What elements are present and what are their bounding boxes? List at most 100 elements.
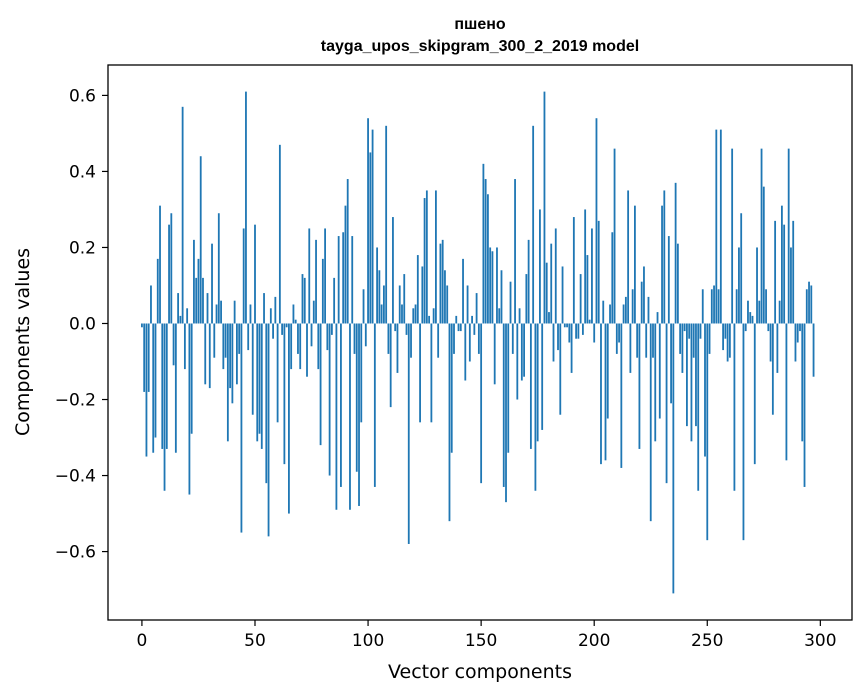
- bar: [796, 323, 799, 343]
- bar: [733, 323, 736, 491]
- bar: [263, 293, 265, 324]
- bar: [337, 236, 340, 324]
- bar: [554, 228, 557, 324]
- bar: [661, 205, 663, 324]
- bar: [435, 190, 437, 324]
- bar: [290, 323, 293, 370]
- bar: [208, 323, 211, 389]
- bar: [627, 190, 630, 324]
- bar: [242, 228, 245, 324]
- bar: [665, 323, 668, 484]
- bar: [767, 323, 770, 332]
- bar: [550, 243, 553, 324]
- bar: [233, 300, 236, 324]
- bar: [457, 323, 460, 332]
- bar: [548, 312, 550, 324]
- x-tick-label: 50: [244, 631, 266, 651]
- bar: [520, 323, 523, 381]
- bar: [315, 239, 317, 324]
- bar: [523, 323, 525, 377]
- bar: [731, 148, 734, 324]
- bar: [559, 323, 562, 415]
- bar: [683, 323, 686, 332]
- bar: [152, 323, 155, 453]
- bar: [631, 289, 634, 324]
- bar: [294, 319, 297, 324]
- bar: [643, 266, 645, 324]
- bar: [229, 323, 232, 389]
- bar: [514, 179, 516, 324]
- y-axis-label: Components values: [12, 248, 34, 436]
- bar: [423, 198, 426, 324]
- bar: [288, 323, 290, 514]
- bar: [780, 205, 783, 324]
- bar: [489, 247, 492, 324]
- bar: [274, 296, 277, 324]
- bar: [471, 315, 473, 324]
- bar: [584, 209, 587, 324]
- y-tick-label: 0.6: [69, 86, 96, 106]
- bar: [536, 323, 539, 442]
- bar: [686, 323, 688, 427]
- bar: [464, 323, 467, 381]
- bar: [165, 323, 168, 449]
- bar: [278, 144, 281, 324]
- bar: [444, 270, 446, 324]
- bar: [532, 125, 535, 324]
- bar: [405, 323, 408, 335]
- bar: [330, 323, 333, 335]
- bar: [747, 300, 749, 324]
- bar: [652, 323, 654, 358]
- bar: [604, 323, 607, 461]
- bar: [206, 293, 209, 324]
- bar: [575, 323, 578, 339]
- bar: [477, 323, 480, 354]
- bar: [760, 148, 763, 324]
- bar: [509, 281, 512, 324]
- bar: [762, 186, 765, 324]
- bar: [500, 270, 503, 324]
- bar: [581, 323, 584, 335]
- bar: [624, 296, 627, 324]
- bar: [360, 323, 363, 423]
- bar: [333, 277, 336, 324]
- bar: [539, 209, 541, 324]
- bar: [161, 323, 164, 449]
- bar: [636, 323, 639, 358]
- bar: [656, 312, 659, 324]
- bar: [373, 323, 376, 487]
- x-tick-label: 150: [465, 631, 497, 651]
- bar: [597, 220, 600, 324]
- bar: [260, 323, 263, 449]
- bar: [392, 217, 394, 324]
- bar: [568, 323, 571, 343]
- bar: [606, 323, 609, 419]
- bar: [728, 323, 731, 358]
- bar: [269, 308, 272, 324]
- bar: [301, 274, 304, 324]
- bar: [525, 274, 528, 324]
- bar: [577, 323, 580, 339]
- bar: [708, 323, 711, 354]
- bar: [758, 300, 761, 324]
- bar: [217, 213, 220, 324]
- bar: [570, 323, 573, 373]
- bar: [744, 323, 747, 332]
- bar: [258, 323, 261, 434]
- bar: [706, 323, 709, 541]
- bar: [629, 323, 632, 373]
- bar: [468, 323, 471, 362]
- y-axis-ticks: −0.6 −0.4 −0.2 0.0 0.2 0.4 0.6: [55, 86, 108, 563]
- bar: [163, 323, 166, 491]
- bar: [735, 289, 738, 324]
- bar: [692, 323, 695, 358]
- bar: [285, 323, 288, 328]
- bar: [414, 304, 417, 324]
- bar: [724, 323, 727, 339]
- bar: [159, 205, 161, 324]
- bar: [382, 285, 385, 324]
- bar: [283, 323, 286, 465]
- bar: [401, 304, 403, 324]
- bar: [154, 323, 157, 438]
